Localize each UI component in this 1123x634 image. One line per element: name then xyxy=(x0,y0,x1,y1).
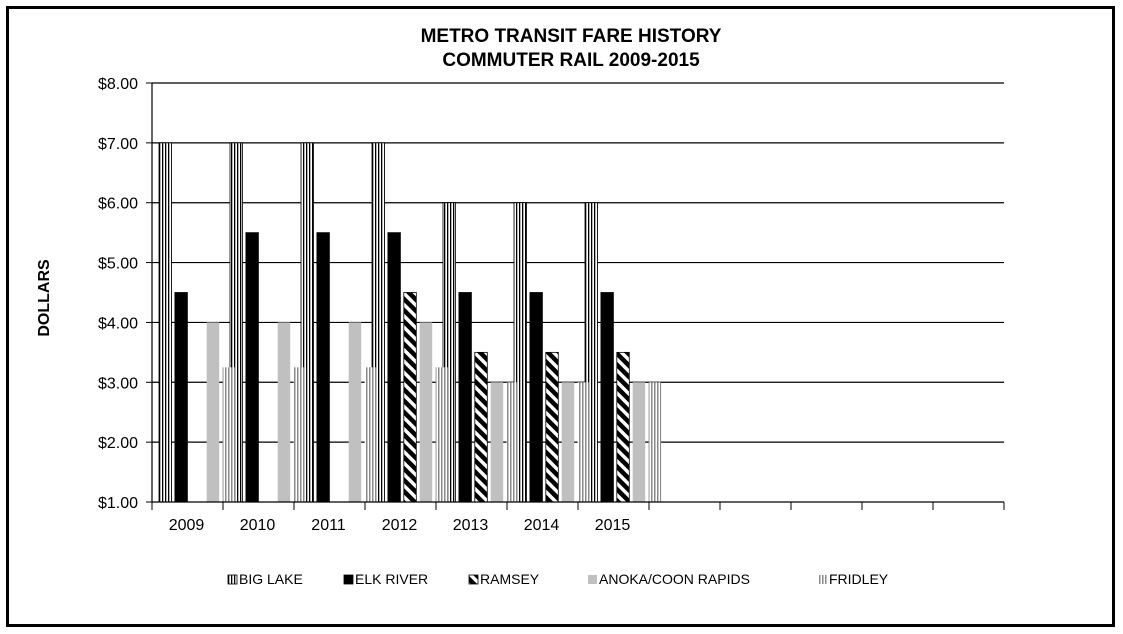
bar-fridley-2012 xyxy=(435,367,449,502)
bar-fridley-2013 xyxy=(506,382,520,502)
legend-item: FRIDLEY xyxy=(818,571,889,587)
legend-label: ANOKA/COON RAPIDS xyxy=(599,571,750,587)
y-tick-label: $3.00 xyxy=(98,375,138,392)
y-tick-labels: $1.00 $2.00 $3.00 $4.00 $5.00 $6.00 $7.00 $8.00 xyxy=(98,76,138,512)
bar-elk-river-2012 xyxy=(387,232,401,503)
bar-fridley-2011 xyxy=(364,367,378,502)
bar-anoka-coon-rapids-2011 xyxy=(348,322,362,502)
legend-swatch xyxy=(468,574,479,585)
legend-swatch xyxy=(588,575,597,584)
chart-subtitle: COMMUTER RAIL 2009-2015 xyxy=(442,50,700,71)
y-axis-label: DOLLARS xyxy=(36,259,53,337)
bar-elk-river-2009 xyxy=(174,292,188,503)
x-tick-label: 2009 xyxy=(169,517,205,534)
bars xyxy=(158,142,662,503)
bar-ramsey-2012 xyxy=(403,292,417,503)
bar-anoka-coon-rapids-2012 xyxy=(419,322,433,502)
legend-label: BIG LAKE xyxy=(239,571,303,587)
bar-ramsey-2013 xyxy=(474,351,488,503)
bar-ramsey-2015 xyxy=(616,351,630,503)
bar-anoka-coon-rapids-2010 xyxy=(277,322,291,502)
bar-ramsey-2014 xyxy=(545,351,559,503)
bar-anoka-coon-rapids-2009 xyxy=(206,322,220,502)
x-tick-labels: 2009 2010 2011 2012 2013 2014 2015 xyxy=(169,517,631,534)
legend-swatch xyxy=(343,574,354,585)
legend-swatch xyxy=(818,575,827,584)
legend-swatch xyxy=(227,574,238,585)
chart-frame xyxy=(6,6,1115,627)
y-tick-label: $1.00 xyxy=(98,495,138,512)
legend-item: ANOKA/COON RAPIDS xyxy=(588,571,750,587)
x-tick-label: 2013 xyxy=(453,517,489,534)
y-tick-label: $5.00 xyxy=(98,256,138,273)
x-tick-label: 2010 xyxy=(240,517,276,534)
legend-item: RAMSEY xyxy=(468,571,540,587)
x-tick-label: 2012 xyxy=(382,517,418,534)
bar-fridley-2009 xyxy=(222,367,236,502)
bar-elk-river-2010 xyxy=(245,232,259,503)
bar-anoka-coon-rapids-2014 xyxy=(561,382,575,502)
x-tick-label: 2011 xyxy=(311,517,346,534)
y-tick-label: $8.00 xyxy=(98,76,138,93)
bar-anoka-coon-rapids-2013 xyxy=(490,382,504,502)
legend-label: FRIDLEY xyxy=(829,571,889,587)
legend-item: ELK RIVER xyxy=(343,571,428,587)
bar-fridley-2014 xyxy=(577,382,591,502)
legend-item: BIG LAKE xyxy=(227,571,303,587)
y-tick-label: $7.00 xyxy=(98,136,138,153)
legend: BIG LAKE ELK RIVER RAMSEY ANOKA/COON RAPIDS… xyxy=(227,571,889,587)
y-tick-label: $2.00 xyxy=(98,435,138,452)
bar-elk-river-2015 xyxy=(600,292,614,503)
bar-elk-river-2014 xyxy=(529,292,543,503)
bar-anoka-coon-rapids-2015 xyxy=(632,382,646,502)
legend-label: RAMSEY xyxy=(480,571,540,587)
bar-fridley-2010 xyxy=(293,367,307,502)
axes xyxy=(146,82,1005,510)
x-tick-label: 2014 xyxy=(524,517,560,534)
bar-big-lake-2009 xyxy=(158,142,172,503)
y-tick-label: $6.00 xyxy=(98,196,138,213)
chart-title: METRO TRANSIT FARE HISTORY xyxy=(421,26,722,47)
bar-elk-river-2011 xyxy=(316,232,330,503)
x-tick-label: 2015 xyxy=(595,517,631,534)
bar-elk-river-2013 xyxy=(458,292,472,503)
bar-fridley-2015 xyxy=(648,382,662,502)
legend-label: ELK RIVER xyxy=(355,571,428,587)
y-tick-label: $4.00 xyxy=(98,315,138,332)
